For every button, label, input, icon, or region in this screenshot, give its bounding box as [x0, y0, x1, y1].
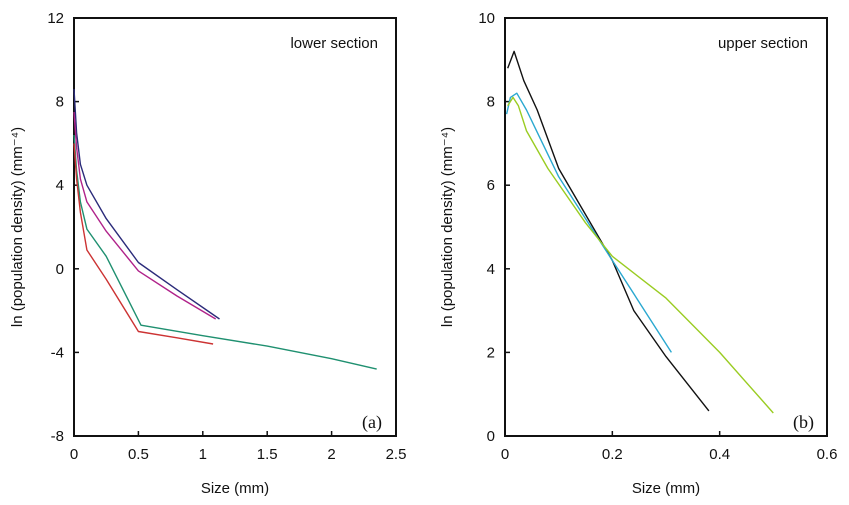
panel-a-annotation: lower section: [290, 35, 378, 52]
panel-a-xtick-label: 2.5: [386, 446, 407, 463]
panel-b-series-line-3: [507, 96, 774, 414]
panel-a-series-line-1: [73, 89, 220, 320]
panel-a-xtick-label: 1.5: [257, 446, 278, 463]
panel-b: 0 0.2 0.4 0.6 0 2 4 6 8 10 upper section (b) Size…: [439, 10, 837, 497]
panel-b-series: [505, 50, 774, 414]
panel-b-letter: (b): [793, 412, 814, 433]
panel-a-xtick-label: 1: [199, 446, 207, 463]
panel-a-series-line-3: [73, 134, 377, 370]
panel-a-letter: (a): [362, 412, 382, 433]
panel-a-xtick-label: 2: [327, 446, 335, 463]
panel-a-series-line-4: [73, 143, 214, 345]
panel-a-ytick-label: 0: [56, 261, 64, 278]
panel-b-series-line-1: [507, 50, 710, 412]
panel-b-xtick-label: 0.2: [602, 446, 623, 463]
panel-a-series: [73, 89, 377, 370]
panel-b-xtick-label: 0.6: [817, 446, 838, 463]
panel-b-frame: [504, 17, 828, 437]
panel-a-xlabel: Size (mm): [201, 480, 269, 497]
panel-b-ytick-label: 0: [487, 428, 495, 445]
panel-a-frame: [73, 17, 397, 437]
panel-b-xlabel: Size (mm): [632, 480, 700, 497]
panel-a-ytick-label: 8: [56, 94, 64, 111]
panel-b-xtick-label: 0.4: [709, 446, 730, 463]
panel-a-ytick-label: -4: [51, 344, 64, 361]
panel-b-annotation: upper section: [718, 35, 808, 52]
panel-b-ytick-label: 10: [478, 10, 495, 27]
panel-b-xtick-label: 0: [501, 446, 509, 463]
panel-b-ytick-label: 4: [487, 261, 495, 278]
panel-a-series-line-2: [73, 112, 217, 320]
panel-a-xtick-label: 0: [70, 446, 78, 463]
panel-a-xtick-label: 0.5: [128, 446, 149, 463]
panel-b-ytick-label: 8: [487, 94, 495, 111]
panel-b-ytick-label: 6: [487, 177, 495, 194]
panel-b-ylabel: ln (population density) (mm⁻⁴): [439, 127, 456, 327]
panel-b-ytick-label: 2: [487, 344, 495, 361]
panel-a-ylabel: ln (population density) (mm⁻⁴): [9, 127, 26, 327]
panel-b-series-line-2: [505, 92, 672, 353]
panel-a-ytick-label: 12: [47, 10, 64, 27]
panel-b-ticks: 0 0.2 0.4 0.6 0 2 4 6 8 10: [478, 10, 837, 463]
panel-a-ytick-label: 4: [56, 177, 64, 194]
panel-a-ticks: 0 0.5 1 1.5 2 2.5 -8 -4 0 4 8 12: [47, 10, 406, 463]
panel-a-ytick-label: -8: [51, 428, 64, 445]
